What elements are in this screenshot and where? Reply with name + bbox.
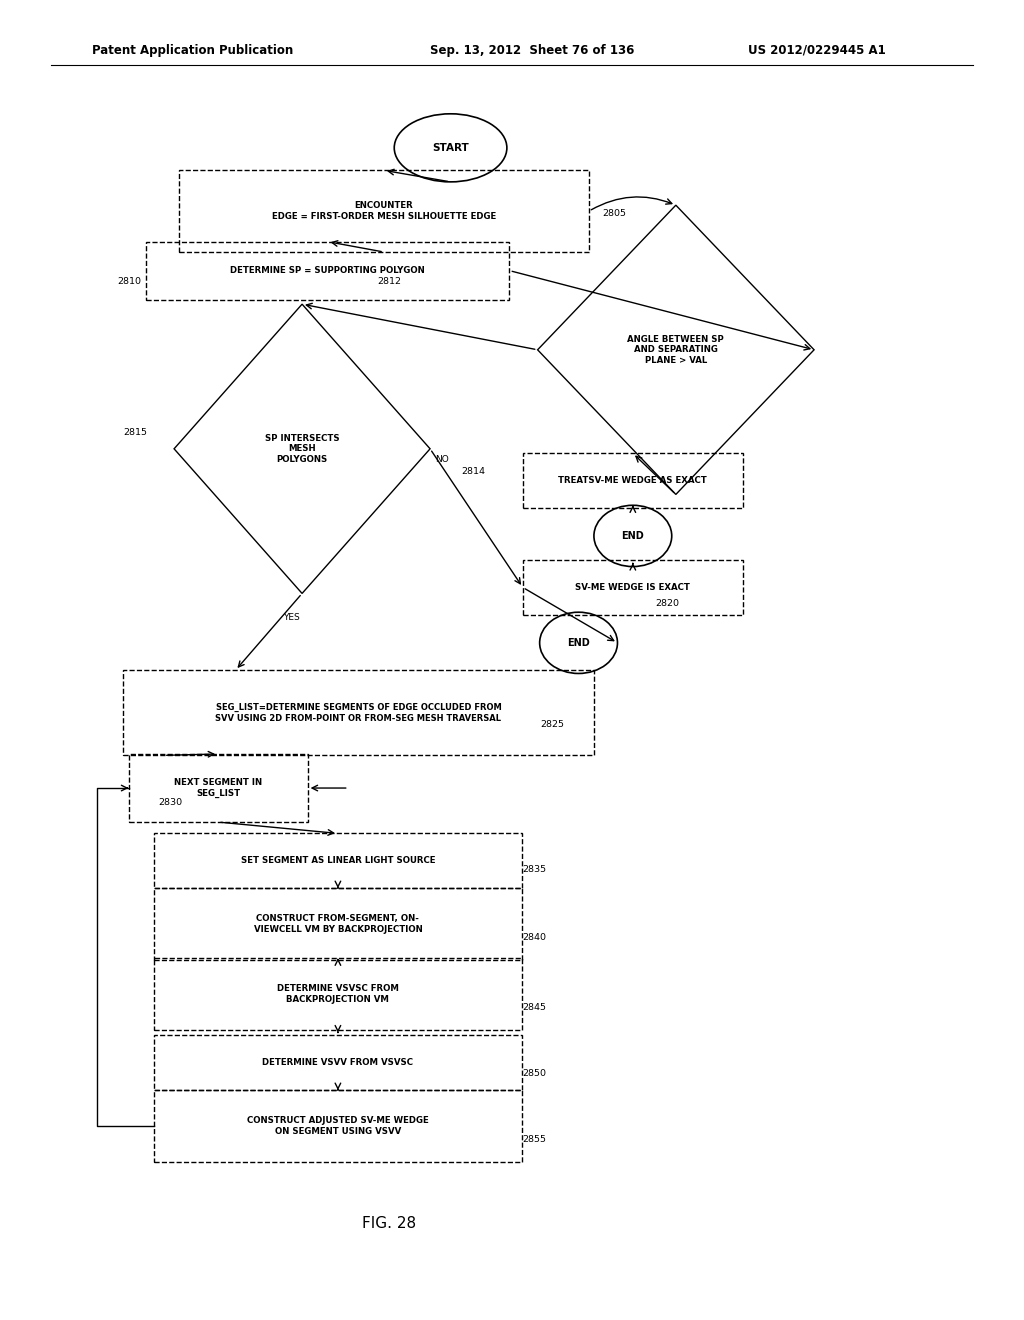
- Text: 2850: 2850: [522, 1069, 546, 1077]
- Text: DETERMINE VSVV FROM VSVSC: DETERMINE VSVV FROM VSVSC: [262, 1059, 414, 1067]
- Text: END: END: [622, 531, 644, 541]
- Text: ANGLE BETWEEN SP
AND SEPARATING
PLANE > VAL: ANGLE BETWEEN SP AND SEPARATING PLANE > …: [628, 335, 724, 364]
- Text: 2845: 2845: [522, 1003, 546, 1011]
- Text: 2825: 2825: [541, 721, 564, 729]
- Text: 2812: 2812: [377, 277, 400, 285]
- Text: DETERMINE SP = SUPPORTING POLYGON: DETERMINE SP = SUPPORTING POLYGON: [230, 267, 425, 275]
- Text: DETERMINE VSVSC FROM
BACKPROJECTION VM: DETERMINE VSVSC FROM BACKPROJECTION VM: [276, 985, 399, 1003]
- Text: Sep. 13, 2012  Sheet 76 of 136: Sep. 13, 2012 Sheet 76 of 136: [430, 44, 635, 57]
- Text: FIG. 28: FIG. 28: [362, 1216, 416, 1232]
- Text: TREATSV-ME WEDGE AS EXACT: TREATSV-ME WEDGE AS EXACT: [558, 477, 708, 484]
- Text: 2835: 2835: [522, 866, 547, 874]
- Text: 2814: 2814: [461, 467, 484, 475]
- Text: 2840: 2840: [522, 933, 546, 941]
- Text: START: START: [432, 143, 469, 153]
- Text: 2810: 2810: [118, 277, 141, 285]
- Text: END: END: [567, 638, 590, 648]
- Text: Patent Application Publication: Patent Application Publication: [92, 44, 294, 57]
- Text: 2820: 2820: [655, 599, 679, 607]
- Text: 2855: 2855: [522, 1135, 546, 1143]
- Text: YES: YES: [284, 614, 300, 622]
- Text: NO: NO: [435, 455, 449, 465]
- Text: US 2012/0229445 A1: US 2012/0229445 A1: [748, 44, 886, 57]
- Text: SET SEGMENT AS LINEAR LIGHT SOURCE: SET SEGMENT AS LINEAR LIGHT SOURCE: [241, 857, 435, 865]
- Text: ENCOUNTER
EDGE = FIRST-ORDER MESH SILHOUETTE EDGE: ENCOUNTER EDGE = FIRST-ORDER MESH SILHOU…: [272, 202, 496, 220]
- Text: 2815: 2815: [123, 429, 146, 437]
- Text: SV-ME WEDGE IS EXACT: SV-ME WEDGE IS EXACT: [575, 583, 690, 591]
- Text: NEXT SEGMENT IN
SEG_LIST: NEXT SEGMENT IN SEG_LIST: [174, 779, 262, 797]
- Text: CONSTRUCT ADJUSTED SV-ME WEDGE
ON SEGMENT USING VSVV: CONSTRUCT ADJUSTED SV-ME WEDGE ON SEGMEN…: [247, 1117, 429, 1135]
- Text: 2830: 2830: [159, 799, 183, 807]
- Text: 2805: 2805: [602, 210, 626, 218]
- Text: SEG_LIST=DETERMINE SEGMENTS OF EDGE OCCLUDED FROM
SVV USING 2D FROM-POINT OR FRO: SEG_LIST=DETERMINE SEGMENTS OF EDGE OCCL…: [215, 704, 502, 722]
- Text: SP INTERSECTS
MESH
POLYGONS: SP INTERSECTS MESH POLYGONS: [265, 434, 339, 463]
- Text: CONSTRUCT FROM-SEGMENT, ON-
VIEWCELL VM BY BACKPROJECTION: CONSTRUCT FROM-SEGMENT, ON- VIEWCELL VM …: [254, 915, 422, 933]
